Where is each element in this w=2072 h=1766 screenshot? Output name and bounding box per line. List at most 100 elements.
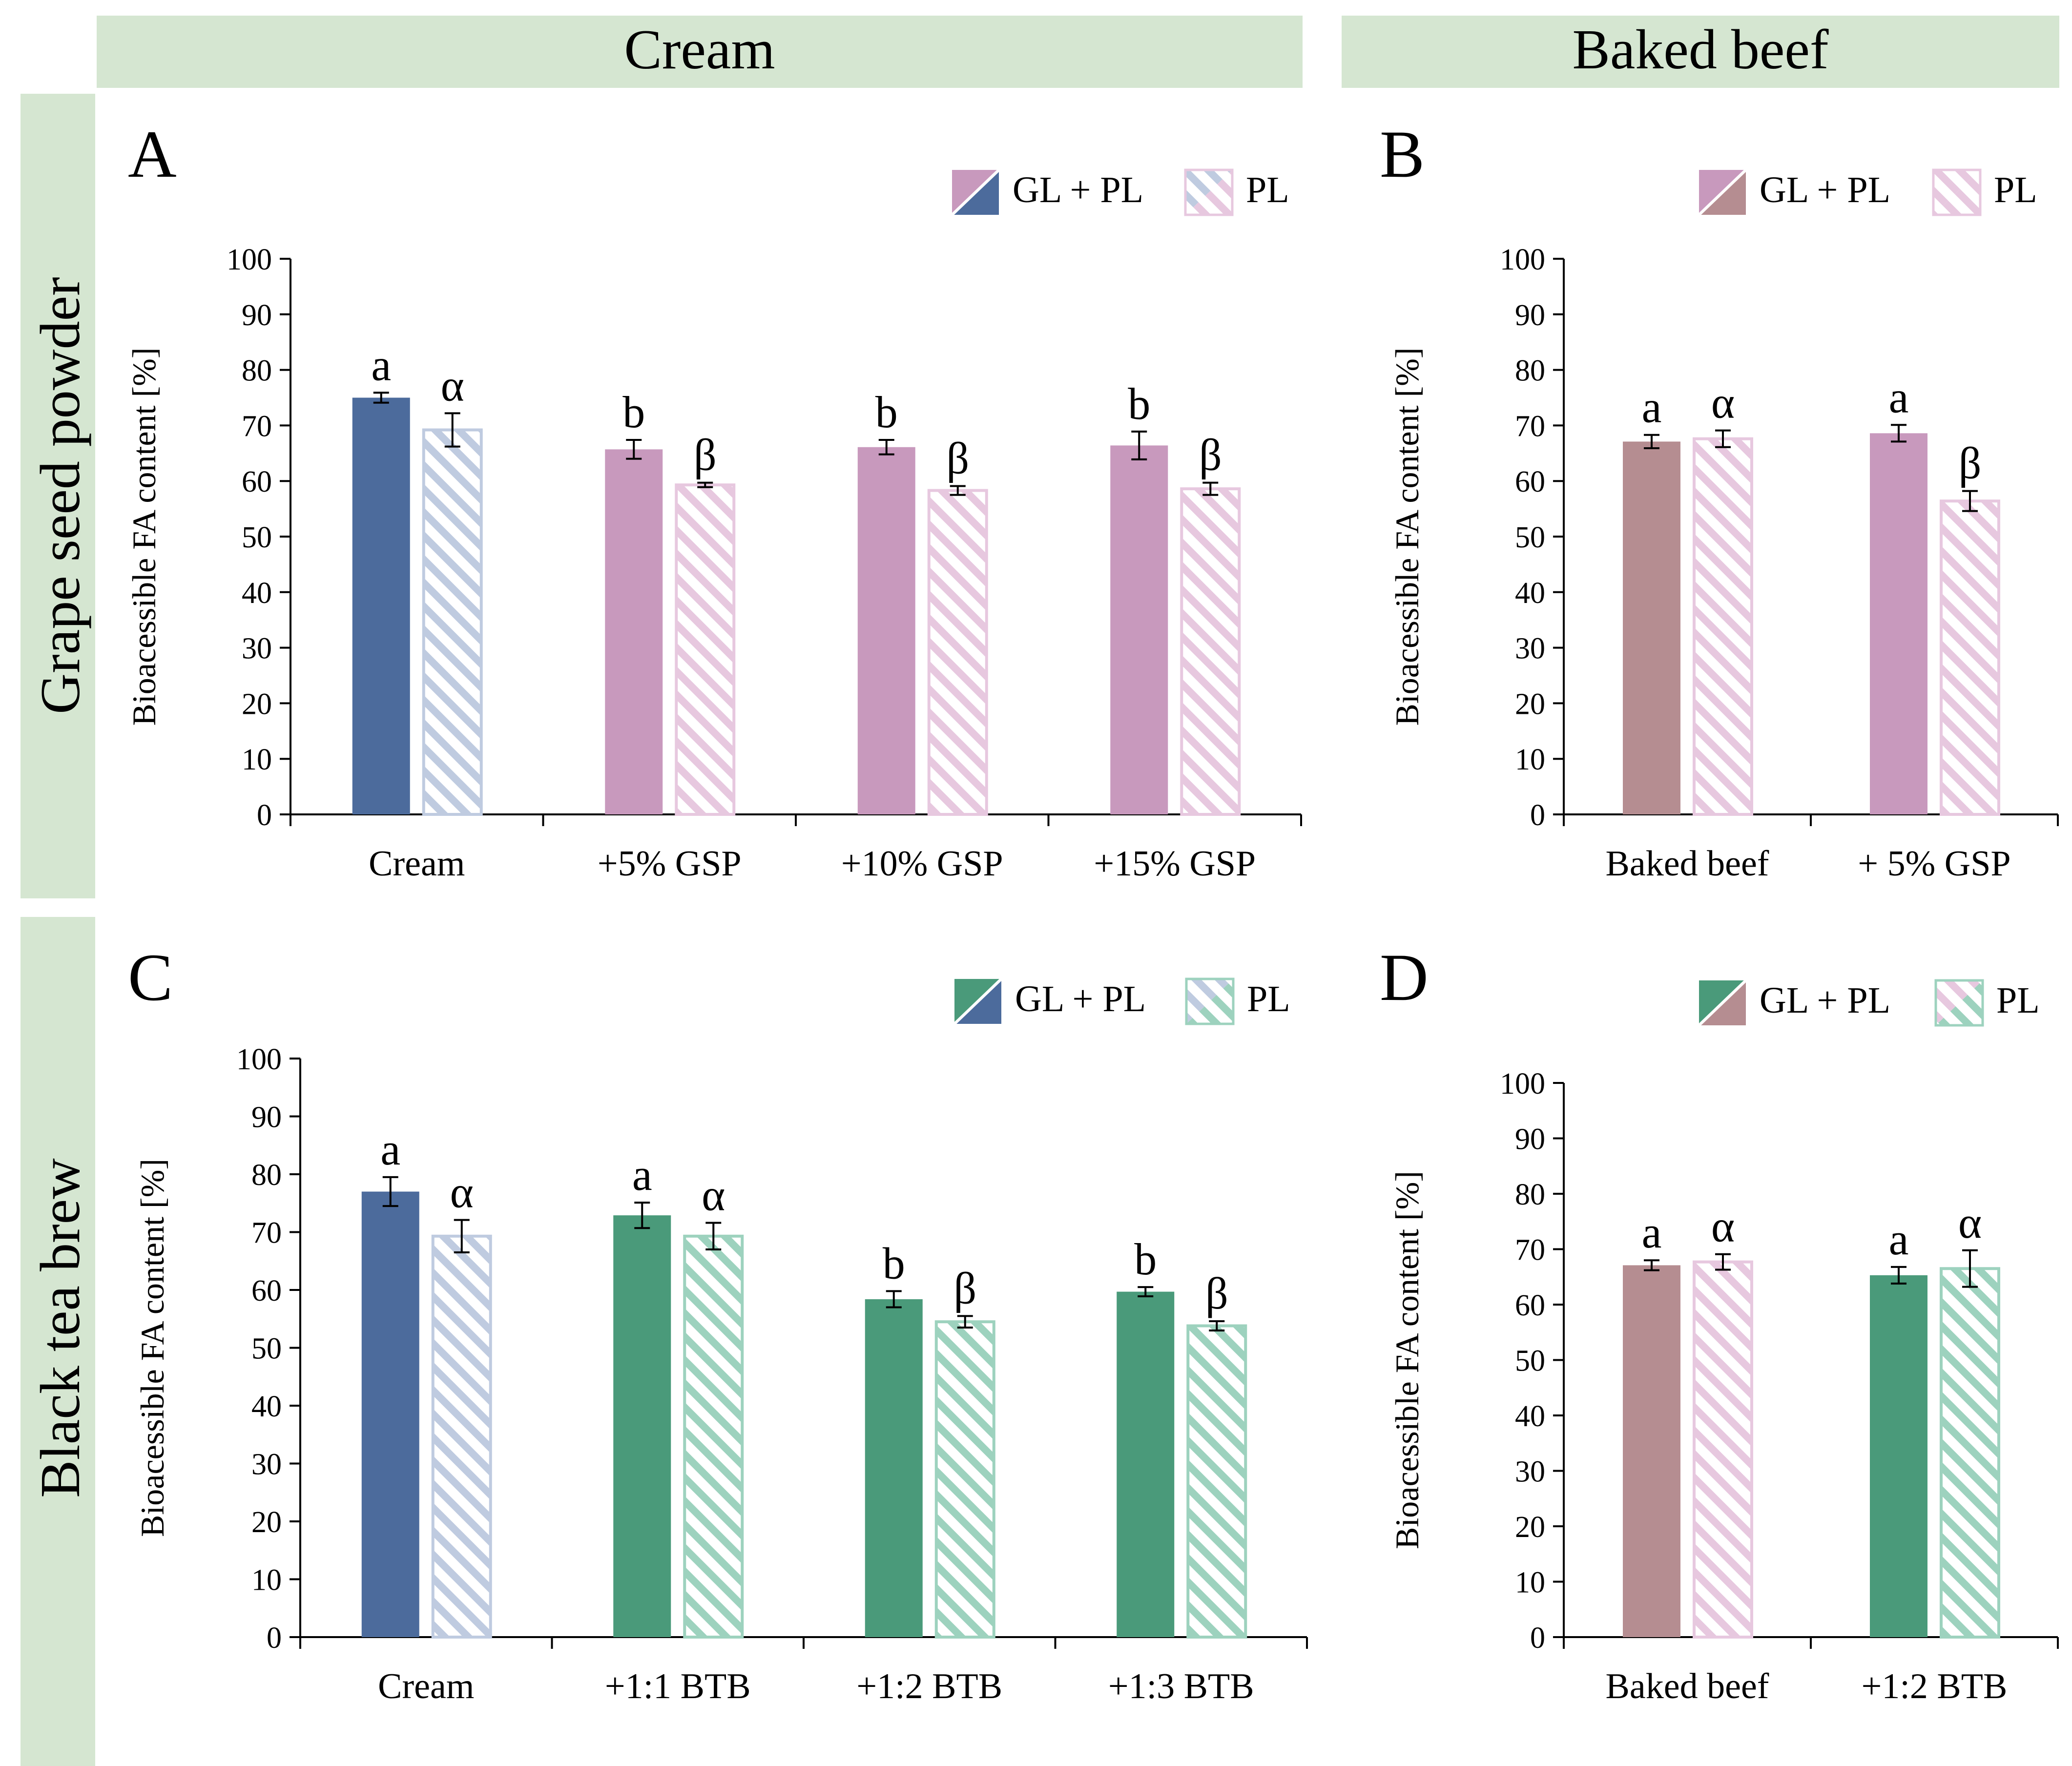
bar-gl-pl (857, 447, 915, 814)
legend-key-pl (1932, 168, 1982, 216)
x-category-label: +1:3 BTB (1108, 1666, 1254, 1706)
row-header-btb: Black tea brew (29, 1158, 92, 1498)
bar-gl-pl (1870, 1275, 1927, 1637)
significance-label: α (1711, 378, 1735, 428)
legend-label-pl: PL (1994, 169, 2037, 210)
significance-label: b (875, 387, 898, 437)
significance-label: a (1889, 1214, 1909, 1264)
significance-label: b (883, 1238, 905, 1288)
y-tick-label: 30 (251, 1448, 282, 1481)
legend-label-pl: PL (1247, 978, 1290, 1019)
y-tick-label: 70 (1515, 1234, 1545, 1267)
significance-label: a (371, 340, 391, 390)
y-tick-label: 10 (1515, 743, 1545, 776)
legend-label-gl-pl: GL + PL (1760, 169, 1890, 210)
significance-label: a (380, 1124, 400, 1174)
y-axis-label: Bioacessible FA content [%] (134, 1159, 171, 1537)
panel-letter: B (1380, 117, 1425, 191)
significance-label: α (1958, 1198, 1982, 1247)
y-tick-label: 40 (242, 577, 272, 610)
y-tick-label: 90 (1515, 299, 1545, 332)
legend-label-gl-pl: GL + PL (1760, 980, 1890, 1021)
y-tick-label: 70 (242, 410, 272, 443)
significance-label: β (946, 433, 969, 483)
x-category-label: +15% GSP (1094, 844, 1256, 884)
legend-label-gl-pl: GL + PL (1015, 978, 1146, 1019)
header-baked-beef-bg (1342, 16, 2059, 88)
y-tick-label: 60 (242, 465, 272, 499)
significance-label: α (1711, 1202, 1735, 1251)
significance-label: β (953, 1263, 976, 1313)
legend-key-gl-pl (1698, 168, 1747, 216)
panel-letter: C (128, 940, 173, 1015)
y-tick-label: 60 (251, 1274, 282, 1308)
bar-gl-pl (613, 1215, 671, 1637)
y-tick-label: 80 (242, 354, 272, 388)
header-baked-beef: Baked beef (1573, 19, 1829, 81)
bar-pl (1180, 487, 1241, 816)
bar-pl (422, 428, 483, 816)
y-axis-label: Bioacessible FA content [%] (1388, 348, 1426, 726)
x-category-label: +1:2 BTB (856, 1666, 1002, 1706)
bar-gl-pl (1870, 433, 1927, 814)
y-tick-label: 50 (242, 521, 272, 554)
y-tick-label: 90 (242, 299, 272, 332)
y-tick-label: 70 (1515, 410, 1545, 443)
bar-pl (683, 1234, 744, 1639)
y-tick-label: 90 (1515, 1123, 1545, 1156)
x-category-label: Cream (378, 1666, 474, 1706)
y-tick-label: 40 (1515, 577, 1545, 610)
significance-label: α (702, 1170, 725, 1220)
bar-pl (927, 489, 988, 816)
legend-key-gl-pl (1698, 979, 1747, 1027)
legend-key-gl-pl (951, 168, 1000, 216)
legend-label-gl-pl: GL + PL (1013, 169, 1143, 210)
panel-letter: D (1380, 940, 1429, 1015)
significance-label: b (1128, 379, 1150, 429)
y-tick-label: 50 (251, 1332, 282, 1366)
y-tick-label: 80 (1515, 1178, 1545, 1211)
significance-label: b (1134, 1234, 1157, 1284)
x-category-label: Baked beef (1606, 844, 1769, 884)
bar-pl (431, 1234, 492, 1639)
bar-gl-pl (1117, 1291, 1175, 1637)
bar-gl-pl (605, 449, 663, 814)
panel-a-chart: A GL + PL PL Bioacessible FA content [%] 0 10… (125, 117, 1302, 884)
legend-label-pl: PL (1246, 169, 1289, 210)
bar-gl-pl (1110, 445, 1168, 814)
y-tick-label: 60 (1515, 465, 1545, 499)
panel-d-chart: D GL + PL PL Bioacessible FA content [%] 0 10… (1380, 940, 2059, 1706)
x-category-label: +1:2 BTB (1862, 1666, 2008, 1706)
y-tick-label: 70 (251, 1217, 282, 1250)
significance-label: a (1642, 382, 1662, 432)
y-tick-label: 10 (251, 1564, 282, 1597)
bar-pl (934, 1320, 995, 1639)
y-tick-label: 20 (1515, 1511, 1545, 1544)
significance-label: b (622, 387, 645, 437)
y-axis-label: Bioacessible FA content [%] (1388, 1171, 1426, 1549)
header-cream-bg (97, 16, 1303, 88)
y-tick-label: 80 (1515, 354, 1545, 388)
significance-label: β (1959, 438, 1982, 488)
panel-c-chart: C GL + PL PL Bioacessible FA content [%] 0 10… (128, 940, 1308, 1706)
panel-b-chart: B GL + PL PL Bioacessible FA content [%] 0 10… (1380, 117, 2059, 884)
y-tick-label: 50 (1515, 1345, 1545, 1378)
significance-label: β (694, 430, 717, 480)
bar-gl-pl (1623, 1265, 1680, 1637)
bar-gl-pl (352, 397, 410, 814)
y-tick-label: 0 (267, 1621, 282, 1655)
bar-pl (1940, 1267, 2000, 1639)
x-category-label: Cream (369, 844, 465, 884)
y-tick-label: 0 (1530, 799, 1545, 832)
x-category-label: +1:1 BTB (605, 1666, 751, 1706)
y-tick-label: 10 (242, 743, 272, 776)
y-tick-label: 0 (1530, 1621, 1545, 1655)
significance-label: α (441, 360, 464, 410)
y-tick-label: 20 (251, 1506, 282, 1539)
y-tick-label: 100 (1500, 243, 1545, 276)
y-tick-label: 40 (1515, 1400, 1545, 1433)
bar-gl-pl (865, 1299, 923, 1637)
legend-label-pl: PL (1996, 980, 2040, 1021)
legend-key-pl (1934, 979, 1984, 1027)
